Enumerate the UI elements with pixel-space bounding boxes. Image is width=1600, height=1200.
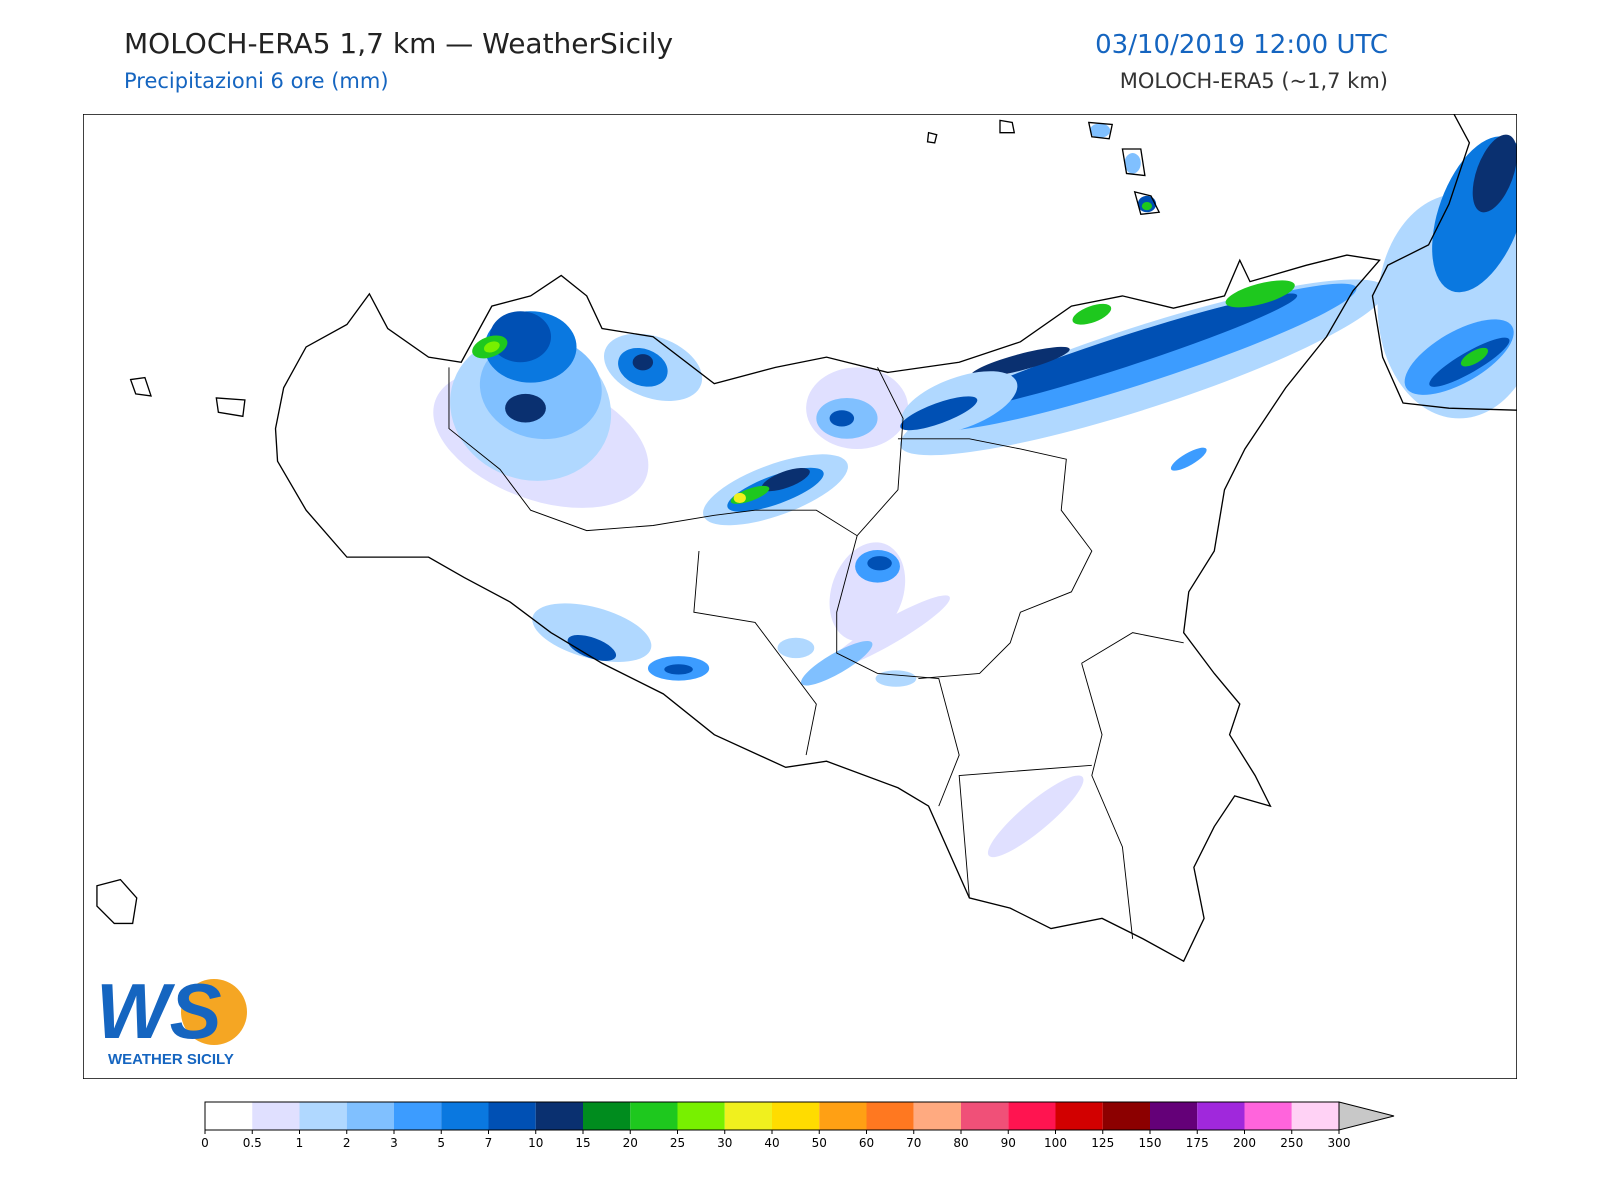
colorbar-tick-label: 100 [1044, 1136, 1067, 1150]
colorbar-tick-label: 40 [764, 1136, 779, 1150]
colorbar-segment [1197, 1102, 1245, 1130]
precip-area [505, 393, 546, 423]
colorbar-segment [346, 1102, 394, 1130]
colorbar-segment [724, 1102, 772, 1130]
colorbar-tick-label: 300 [1328, 1136, 1351, 1150]
precip-area [483, 341, 500, 353]
precip-area [875, 670, 917, 687]
precip-area [829, 410, 855, 427]
colorbar-segment [535, 1102, 583, 1130]
colorbar-tick-label: 80 [953, 1136, 968, 1150]
precip-area [900, 396, 978, 431]
precip-area [801, 641, 873, 686]
precip-area [1460, 347, 1489, 367]
colorbar-tick-label: 15 [575, 1136, 590, 1150]
precip-area [777, 637, 815, 659]
colorbar-segment [252, 1102, 300, 1130]
colorbar-tick-label: 200 [1233, 1136, 1256, 1150]
colorbar-segment [1102, 1102, 1150, 1130]
colorbar-segment [913, 1102, 961, 1130]
map [83, 114, 1517, 1079]
pantelleria [96, 878, 138, 925]
colorbar-extension [1338, 1101, 1395, 1131]
precip-area [532, 603, 652, 662]
precip-area [567, 634, 617, 661]
logo-mark: WS [96, 967, 222, 1055]
colorbar-tick-label: 2 [343, 1136, 351, 1150]
colorbar-tick-label: 125 [1091, 1136, 1114, 1150]
colorbar: 0 0.5 1 2 3 5 7 10 15 20 25 30 40 50 60 70 80 90 100 125 150… [201, 1101, 1395, 1150]
precip-area [733, 492, 746, 504]
precip-area [1072, 303, 1112, 325]
colorbar-tick-label: 20 [623, 1136, 638, 1150]
precip-area [632, 354, 654, 371]
colorbar-tick-label: 25 [670, 1136, 685, 1150]
title: MOLOCH-ERA5 1,7 km — WeatherSicily [124, 27, 673, 60]
precip-area [489, 311, 552, 363]
colorbar-tick-label: 1 [296, 1136, 304, 1150]
colorbar-segment [441, 1102, 489, 1130]
sicily-outline [274, 254, 1381, 963]
colorbar-segment [299, 1102, 347, 1130]
egadi-islands [129, 376, 246, 418]
precip-area [987, 775, 1084, 858]
colorbar-tick-label: 70 [906, 1136, 921, 1150]
colorbar-segment [819, 1102, 867, 1130]
logo: WS WEATHER SICILY [96, 967, 247, 1068]
datetime: 03/10/2019 12:00 UTC [1095, 30, 1388, 60]
colorbar-segment [1244, 1102, 1292, 1130]
colorbar-segment [1055, 1102, 1103, 1130]
colorbar-segment [630, 1102, 678, 1130]
logo-name: WEATHER SICILY [108, 1051, 234, 1068]
colorbar-segment [394, 1102, 442, 1130]
colorbar-segment [772, 1102, 820, 1130]
colorbar-tick-label: 0 [201, 1136, 209, 1150]
colorbar-tick-label: 175 [1186, 1136, 1209, 1150]
precip-area [761, 467, 810, 492]
coastlines [96, 114, 1517, 963]
colorbar-tick-label: 60 [859, 1136, 874, 1150]
province-borders [448, 367, 1184, 939]
colorbar-segment [677, 1102, 725, 1130]
precip-area [1089, 123, 1111, 138]
colorbar-segment [583, 1102, 631, 1130]
colorbar-segment [1008, 1102, 1056, 1130]
precip-area [971, 346, 1070, 378]
colorbar-segment [205, 1102, 253, 1130]
precip-area [867, 556, 892, 571]
colorbar-segment [488, 1102, 536, 1130]
colorbar-tick-label: 7 [485, 1136, 493, 1150]
precip-area [1472, 134, 1517, 213]
model-label: MOLOCH-ERA5 (~1,7 km) [1120, 69, 1388, 93]
precip-area [1141, 202, 1153, 211]
precip-area [664, 664, 693, 675]
colorbar-tick-label: 10 [528, 1136, 543, 1150]
colorbar-tick-label: 150 [1139, 1136, 1162, 1150]
logo-sun [181, 979, 247, 1045]
colorbar-tick-label: 0.5 [243, 1136, 262, 1150]
colorbar-tick-label: 250 [1280, 1136, 1303, 1150]
colorbar-segment [866, 1102, 914, 1130]
calabria-outline [1371, 114, 1517, 411]
precip-area [947, 293, 1298, 411]
colorbar-segment [961, 1102, 1009, 1130]
map-frame [83, 114, 1517, 1079]
precip-area [1225, 280, 1295, 308]
aeolian-islands [926, 119, 1161, 216]
colorbar-tick-label: 50 [812, 1136, 827, 1150]
precip-area [1170, 447, 1207, 471]
colorbar-tick-label: 30 [717, 1136, 732, 1150]
precip-area [1124, 153, 1141, 174]
colorbar-segment [1150, 1102, 1198, 1130]
subtitle: Precipitazioni 6 ore (mm) [124, 69, 389, 93]
colorbar-tick-label: 5 [437, 1136, 445, 1150]
colorbar-segment [1291, 1102, 1339, 1130]
colorbar-tick-label: 3 [390, 1136, 398, 1150]
precipitation-field [433, 123, 1517, 858]
colorbar-tick-label: 90 [1001, 1136, 1016, 1150]
